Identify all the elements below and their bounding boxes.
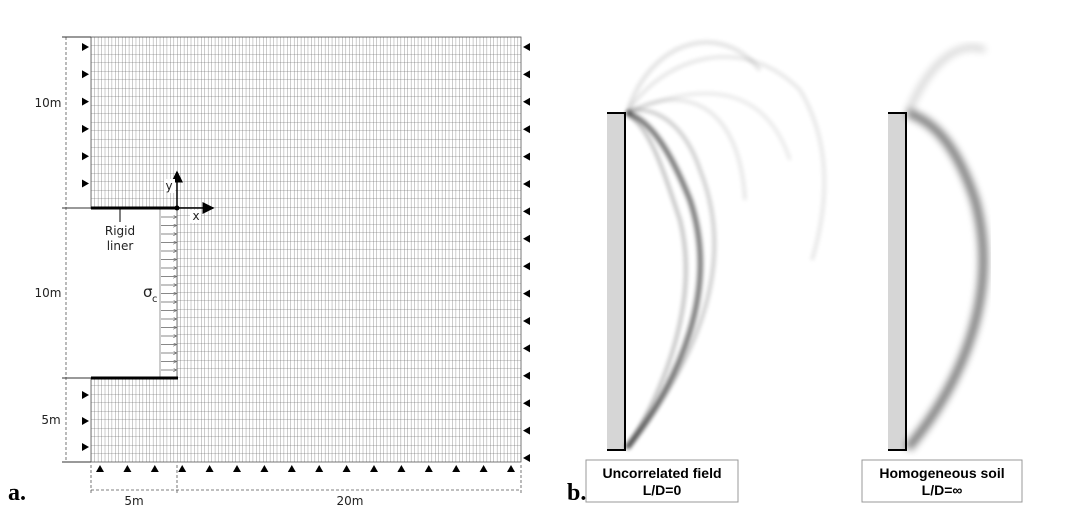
support xyxy=(342,465,351,472)
support xyxy=(397,465,406,472)
support xyxy=(523,180,530,188)
shear-bands xyxy=(904,45,988,451)
caption: L/D=∞ xyxy=(922,482,963,498)
wall xyxy=(607,113,625,450)
support xyxy=(523,317,530,325)
support xyxy=(82,152,89,161)
support xyxy=(523,262,530,271)
dimension-label: 10m xyxy=(35,96,62,110)
support xyxy=(233,465,241,472)
support xyxy=(287,465,296,472)
support xyxy=(523,454,530,462)
support xyxy=(523,344,530,353)
support xyxy=(523,289,530,298)
results-panel: b. Uncorrelated field L/D=0 Homogeneous … xyxy=(567,40,1023,506)
support xyxy=(82,443,89,451)
support xyxy=(523,125,530,134)
support xyxy=(523,207,530,216)
panel-label: a. xyxy=(8,480,26,506)
support xyxy=(523,97,530,106)
support xyxy=(82,391,89,399)
axis-y-label: y xyxy=(165,179,172,193)
dimension-label: 5m xyxy=(124,494,143,508)
panel-label: b. xyxy=(567,480,586,506)
caption-box xyxy=(861,459,1023,503)
support xyxy=(82,97,89,106)
caption-box xyxy=(585,459,739,503)
support xyxy=(315,465,324,472)
liner-label: Rigid xyxy=(105,224,135,238)
supports xyxy=(82,43,530,472)
excavation xyxy=(90,209,160,378)
caption: L/D=0 xyxy=(643,482,682,498)
stress-subscript: c xyxy=(152,294,158,305)
dimension-label: 20m xyxy=(337,494,364,508)
support xyxy=(523,371,530,380)
support xyxy=(82,179,89,188)
support xyxy=(523,43,530,51)
support xyxy=(452,465,461,472)
liner-label: liner xyxy=(107,239,134,253)
support xyxy=(424,465,433,472)
wall xyxy=(888,113,906,450)
support xyxy=(479,465,488,472)
support xyxy=(82,124,89,133)
support xyxy=(123,465,132,472)
dimension-label: 5m xyxy=(41,413,60,427)
stress-symbol: σ xyxy=(143,283,153,301)
support xyxy=(260,465,269,472)
caption: Homogeneous soil xyxy=(879,465,1004,481)
support xyxy=(523,70,530,79)
mesh-panel: y x Rigid liner σ c 10m 10m 5m 5m 20m a. xyxy=(8,36,530,508)
support xyxy=(370,465,378,472)
support xyxy=(82,70,89,79)
pressure-arrows xyxy=(161,217,176,370)
support xyxy=(82,417,89,425)
caption: Uncorrelated field xyxy=(602,465,721,481)
shear-bands xyxy=(625,40,826,450)
support xyxy=(523,426,530,435)
dimension-label: 10m xyxy=(35,286,62,300)
support xyxy=(507,465,515,472)
support xyxy=(523,152,530,161)
support xyxy=(523,399,530,408)
axis-x-label: x xyxy=(192,209,199,223)
support xyxy=(205,465,214,472)
support xyxy=(523,234,530,243)
support xyxy=(96,465,104,472)
support xyxy=(82,43,89,51)
support xyxy=(178,465,187,472)
support xyxy=(150,465,159,472)
